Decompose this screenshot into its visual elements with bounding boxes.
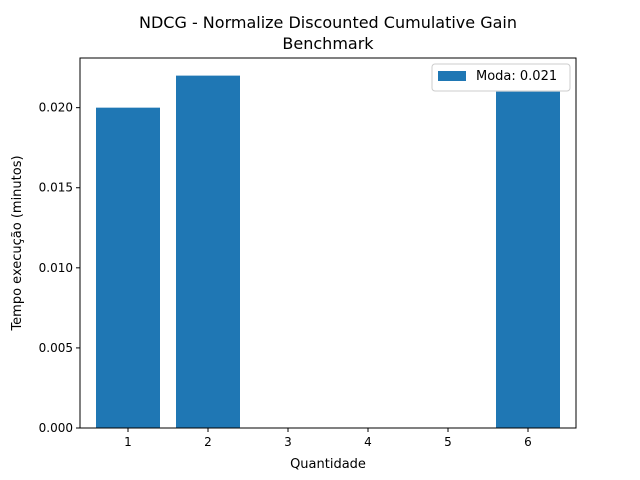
y-tick-label: 0.020 — [39, 101, 73, 115]
x-tick-label: 6 — [524, 435, 532, 449]
y-axis-label: Tempo execução (minutos) — [10, 155, 25, 331]
legend-label: Moda: 0.021 — [476, 69, 557, 84]
plot-frame — [79, 57, 577, 429]
chart-title: NDCG - Normalize Discounted Cumulative G… — [139, 13, 517, 32]
y-tick-label: 0.000 — [39, 421, 73, 435]
x-axis-ticks: 1 2 3 4 5 6 — [124, 428, 532, 449]
x-tick-label: 3 — [284, 435, 292, 449]
bar-6 — [496, 91, 560, 429]
bars-group — [96, 75, 560, 429]
x-tick-label: 5 — [444, 435, 452, 449]
x-tick-label: 2 — [204, 435, 212, 449]
y-axis-ticks: 0.000 0.005 0.010 0.015 0.020 — [39, 101, 80, 435]
x-axis-label: Quantidade — [290, 457, 366, 472]
chart-subtitle: Benchmark — [282, 34, 374, 53]
x-tick-label: 4 — [364, 435, 372, 449]
y-tick-label: 0.010 — [39, 261, 73, 275]
x-tick-label: 1 — [124, 435, 132, 449]
bar-1 — [96, 107, 160, 428]
y-tick-label: 0.005 — [39, 341, 73, 355]
legend: Moda: 0.021 — [431, 63, 571, 92]
bar-2 — [176, 75, 240, 428]
y-tick-label: 0.015 — [39, 181, 73, 195]
legend-swatch — [438, 71, 466, 81]
legend-box — [431, 63, 571, 92]
